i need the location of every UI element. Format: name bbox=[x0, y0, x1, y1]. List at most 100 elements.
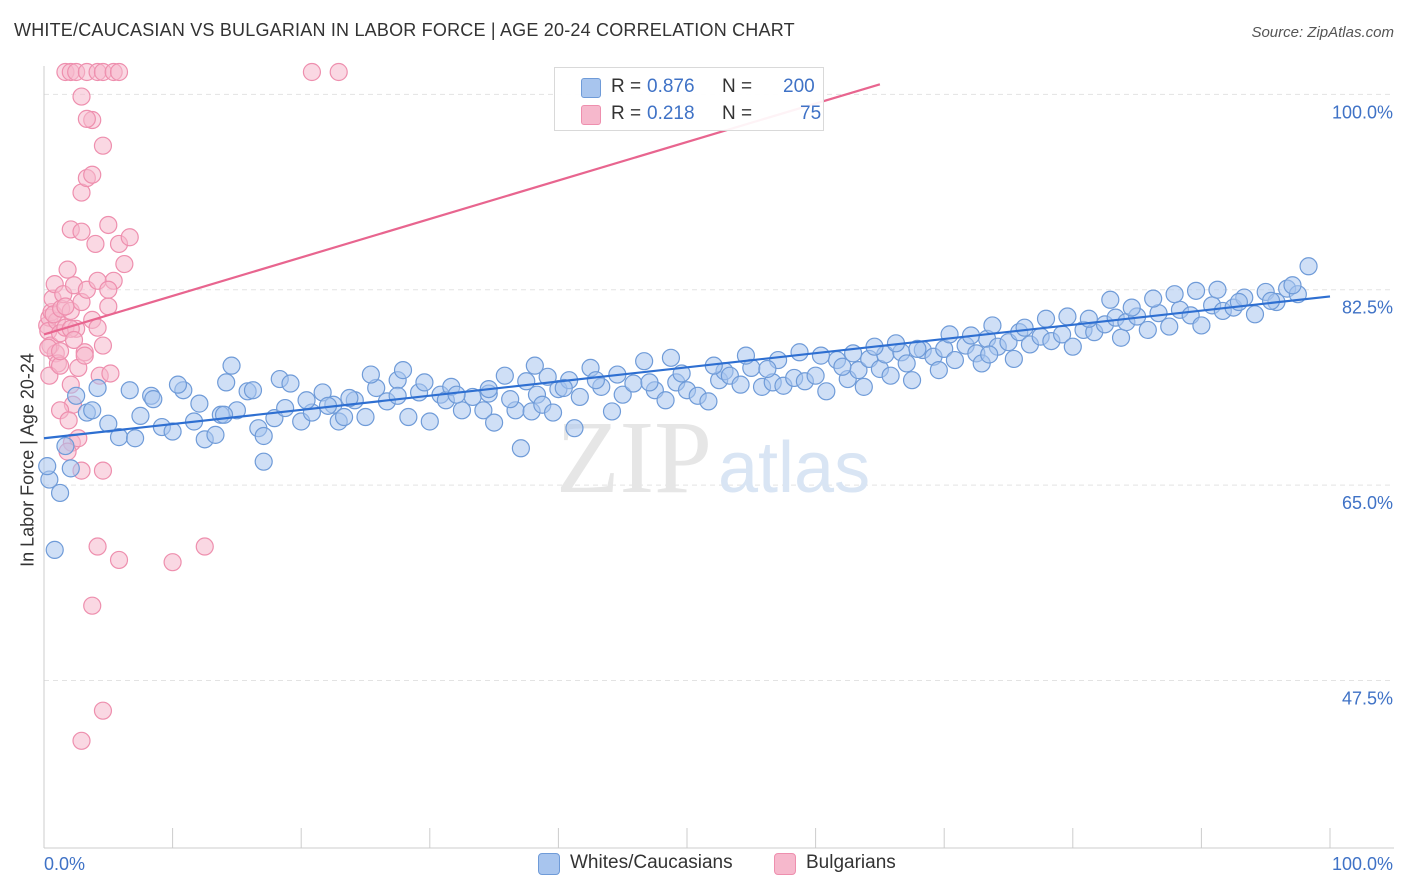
whites-trend-line bbox=[43, 295, 1331, 440]
white-point bbox=[758, 359, 777, 379]
white-point bbox=[485, 413, 504, 432]
white-point bbox=[602, 402, 622, 421]
white-point bbox=[1063, 337, 1082, 356]
white-point bbox=[1186, 281, 1206, 300]
white-point bbox=[543, 403, 563, 422]
white-point bbox=[83, 401, 102, 420]
white-point bbox=[1144, 289, 1163, 308]
legend-n-value: 75 bbox=[800, 103, 822, 124]
bulgarian-point bbox=[109, 62, 129, 82]
legend-r-value: 0.218 bbox=[647, 103, 695, 124]
white-point bbox=[254, 452, 273, 471]
bulgarian-point bbox=[109, 550, 129, 570]
white-point bbox=[45, 540, 64, 559]
white-point bbox=[243, 381, 263, 400]
white-point bbox=[276, 398, 295, 418]
white-point bbox=[61, 459, 80, 478]
white-point bbox=[790, 343, 809, 362]
white-point bbox=[399, 407, 418, 427]
bulgarian-point bbox=[72, 87, 91, 106]
y-axis-title: In Labor Force | Age 20-24 bbox=[17, 353, 38, 567]
watermark-atlas: atlas bbox=[718, 428, 870, 508]
chart-title: WHITE/CAUCASIAN VS BULGARIAN IN LABOR FO… bbox=[14, 20, 795, 40]
watermark: ZIP atlas bbox=[556, 400, 870, 515]
white-point bbox=[120, 381, 139, 400]
white-point bbox=[217, 373, 236, 392]
white-point bbox=[661, 348, 681, 367]
white-point bbox=[565, 419, 584, 438]
bulgarian-point bbox=[101, 364, 120, 383]
white-point bbox=[1058, 307, 1077, 326]
bulgarian-point bbox=[59, 411, 78, 430]
bulgarian-point bbox=[86, 234, 105, 254]
white-point bbox=[640, 373, 659, 392]
bulgarian-point bbox=[77, 109, 96, 128]
white-point bbox=[1004, 349, 1023, 369]
bulgarian-point bbox=[93, 336, 113, 355]
white-point bbox=[38, 457, 57, 476]
watermark-zip: ZIP bbox=[556, 400, 712, 515]
white-point bbox=[501, 390, 520, 409]
white-point bbox=[1160, 317, 1179, 336]
white-point bbox=[1165, 285, 1184, 304]
bulgarian-point bbox=[64, 330, 84, 350]
source-label: Source: ZipAtlas.com bbox=[1251, 24, 1394, 41]
bulgarian-point bbox=[163, 553, 182, 572]
white-point bbox=[420, 412, 439, 431]
white-point bbox=[940, 325, 959, 344]
bulgarian-point bbox=[302, 62, 322, 82]
white-point bbox=[495, 366, 514, 385]
white-point bbox=[281, 374, 300, 393]
white-point bbox=[983, 316, 1002, 335]
white-point bbox=[1122, 298, 1141, 317]
legend-r-label: R = bbox=[611, 103, 642, 124]
white-point bbox=[731, 375, 750, 394]
legend-swatch-pink bbox=[581, 105, 601, 125]
white-point bbox=[1261, 291, 1281, 310]
bulgarian-point bbox=[88, 537, 107, 556]
white-point bbox=[511, 439, 530, 458]
white-point bbox=[222, 356, 241, 375]
bulgarian-point bbox=[58, 260, 77, 279]
legend-r-value: 0.876 bbox=[647, 76, 695, 97]
bottom-legend-swatch-blue bbox=[538, 853, 560, 875]
white-point bbox=[635, 352, 654, 371]
white-point bbox=[1283, 276, 1302, 295]
bulgarian-point bbox=[93, 136, 113, 155]
white-point bbox=[125, 429, 145, 448]
bulgarian-point bbox=[83, 165, 102, 184]
white-point bbox=[297, 391, 316, 410]
bulgarian-point bbox=[93, 461, 113, 480]
white-point bbox=[56, 436, 75, 456]
y-tick-label: 47.5% bbox=[1342, 689, 1393, 709]
bulgarian-point bbox=[99, 280, 118, 299]
white-point bbox=[624, 374, 643, 393]
bottom-legend-label: Bulgarians bbox=[806, 852, 896, 873]
white-point bbox=[586, 371, 606, 390]
white-point bbox=[1111, 328, 1131, 347]
white-point bbox=[656, 391, 675, 410]
white-point bbox=[699, 392, 718, 411]
bulgarian-point bbox=[329, 62, 348, 82]
white-point bbox=[393, 361, 413, 380]
bulgarian-point bbox=[83, 596, 102, 615]
white-point bbox=[254, 426, 273, 446]
bulgarian-point bbox=[99, 215, 118, 235]
bulgarian-point bbox=[72, 222, 91, 241]
white-point bbox=[1138, 320, 1157, 340]
white-point bbox=[854, 377, 873, 396]
legend-swatch-blue bbox=[581, 78, 601, 98]
white-point bbox=[206, 425, 225, 444]
bottom-legend-label: Whites/Caucasians bbox=[570, 852, 733, 873]
white-point bbox=[388, 386, 407, 405]
white-point bbox=[356, 407, 375, 427]
bottom-legend-swatch-pink bbox=[774, 853, 796, 875]
bulgarian-point bbox=[93, 701, 113, 720]
white-point bbox=[447, 385, 466, 404]
white-point bbox=[570, 387, 589, 407]
bulgarian-point bbox=[56, 297, 75, 316]
bulgarian-point bbox=[72, 731, 91, 750]
x-tick-label: 0.0% bbox=[44, 854, 85, 874]
bulgarian-point bbox=[75, 346, 94, 365]
white-point bbox=[1101, 290, 1120, 309]
